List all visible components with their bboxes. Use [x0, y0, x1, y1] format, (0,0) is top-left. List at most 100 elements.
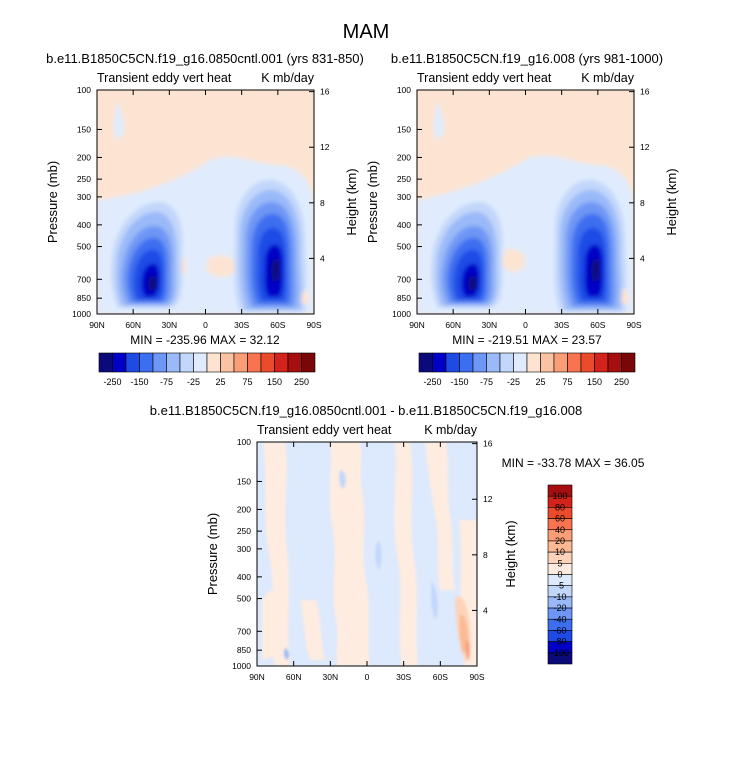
- y-tick-label: 1000: [232, 661, 251, 671]
- colorbar-label: -20: [553, 603, 566, 613]
- y-tick-label-right: 8: [320, 198, 325, 208]
- min-max-stats: MIN = -33.78 MAX = 36.05: [502, 456, 645, 470]
- y-tick-label: 150: [237, 476, 251, 486]
- y-tick-label-right: 4: [320, 253, 325, 263]
- colorbar-label: -25: [507, 377, 520, 387]
- y-axis-label-right: Height (km): [664, 168, 679, 235]
- min-max-stats: MIN = -219.51 MAX = 23.57: [452, 333, 602, 347]
- y-tick-label: 200: [397, 152, 411, 162]
- y-axis-label: Pressure (mb): [45, 161, 60, 243]
- panel-title: b.e11.B1850C5CN.f19_g16.0850cntl.001 - b…: [150, 403, 582, 418]
- colorbar-swatch: [152, 352, 167, 373]
- colorbar-label: 75: [562, 377, 572, 387]
- colorbar-swatch: [499, 352, 514, 373]
- colorbar-swatch: [526, 352, 541, 373]
- panel-title: b.e11.B1850C5CN.f19_g16.008 (yrs 981-100…: [391, 51, 663, 66]
- y-tick-label-right: 8: [483, 550, 488, 560]
- colorbar-swatch: [247, 352, 262, 373]
- x-tick-label: 60S: [590, 320, 605, 330]
- colorbar-swatch: [301, 352, 316, 373]
- x-tick-label: 60N: [125, 320, 141, 330]
- x-tick-label: 90S: [469, 672, 484, 682]
- y-tick-label: 850: [237, 645, 251, 655]
- colorbar-swatch: [125, 352, 140, 373]
- colorbar: -250 -150 -75 -25 25 75 150 250: [418, 352, 636, 387]
- min-max-stats: MIN = -235.96 MAX = 32.12: [130, 333, 280, 347]
- y-tick-label: 850: [77, 293, 91, 303]
- colorbar-label: -75: [160, 377, 173, 387]
- y-tick-label: 500: [237, 594, 251, 604]
- colorbar-label: 25: [215, 377, 225, 387]
- colorbar-swatch: [553, 352, 568, 373]
- y-tick-label-right: 12: [320, 142, 330, 152]
- y-tick-label: 250: [77, 174, 91, 184]
- colorbar-label: -100: [551, 648, 569, 658]
- y-tick-label: 150: [77, 124, 91, 134]
- x-tick-label: 30N: [482, 320, 498, 330]
- y-tick-label: 200: [237, 504, 251, 514]
- colorbar-label: 25: [535, 377, 545, 387]
- colorbar-label: -250: [103, 377, 121, 387]
- colorbar-label: -5: [556, 581, 564, 591]
- colorbar-label: 250: [294, 377, 309, 387]
- colorbar-label: 10: [555, 547, 565, 557]
- colorbar-label: 40: [555, 525, 565, 535]
- colorbar-label: 150: [267, 377, 282, 387]
- colorbar-swatch: [472, 352, 487, 373]
- colorbar-swatch: [287, 352, 302, 373]
- colorbar-swatch: [206, 352, 221, 373]
- x-tick-label: 30N: [162, 320, 178, 330]
- colorbar-label: 250: [614, 377, 629, 387]
- colorbar-label: -10: [553, 592, 566, 602]
- y-tick-label-right: 16: [320, 87, 330, 97]
- y-tick-label: 400: [237, 572, 251, 582]
- x-tick-label: 0: [365, 672, 370, 682]
- x-tick-label: 90S: [306, 320, 321, 330]
- colorbar-label: -75: [480, 377, 493, 387]
- x-tick-label: 30S: [396, 672, 411, 682]
- colorbar-label: 5: [557, 558, 562, 568]
- y-tick-label-right: 16: [483, 439, 493, 449]
- panel-control: b.e11.B1850C5CN.f19_g16.0850cntl.001 (yr…: [45, 51, 364, 387]
- y-tick-label: 500: [77, 242, 91, 252]
- panel-left-label: Transient eddy vert heat: [257, 423, 392, 437]
- colorbar-swatch: [98, 352, 113, 373]
- colorbar-swatch: [418, 352, 433, 373]
- colorbar-label: -80: [553, 637, 566, 647]
- contour-field: [97, 90, 314, 314]
- colorbar-swatch: [486, 352, 501, 373]
- colorbar-label: 75: [242, 377, 252, 387]
- y-axis-label: Pressure (mb): [205, 513, 220, 595]
- colorbar-label: -60: [553, 625, 566, 635]
- panel-left-label: Transient eddy vert heat: [417, 71, 552, 85]
- figure-title: MAM: [343, 21, 390, 43]
- colorbar-swatch: [432, 352, 447, 373]
- panel-difference: b.e11.B1850C5CN.f19_g16.0850cntl.001 - b…: [150, 403, 645, 682]
- y-tick-label: 100: [397, 85, 411, 95]
- x-tick-label: 60N: [445, 320, 461, 330]
- colorbar-label: -40: [553, 614, 566, 624]
- y-tick-label: 700: [237, 626, 251, 636]
- y-tick-label: 100: [237, 437, 251, 447]
- x-tick-label: 0: [203, 320, 208, 330]
- y-tick-label: 250: [237, 526, 251, 536]
- y-tick-label: 100: [77, 85, 91, 95]
- colorbar-swatch: [445, 352, 460, 373]
- x-tick-label: 0: [523, 320, 528, 330]
- y-tick-label: 700: [77, 274, 91, 284]
- colorbar-swatch: [260, 352, 275, 373]
- x-tick-label: 30N: [323, 672, 339, 682]
- y-tick-label: 700: [397, 274, 411, 284]
- colorbar-label: 150: [587, 377, 602, 387]
- y-tick-label: 300: [237, 544, 251, 554]
- y-tick-label-right: 4: [483, 605, 488, 615]
- y-axis-label-right: Height (km): [503, 520, 518, 587]
- y-tick-label-right: 12: [483, 494, 493, 504]
- colorbar-swatch: [274, 352, 289, 373]
- colorbar-label: 100: [552, 491, 567, 501]
- colorbar: -250 -150 -75 -25 25 75 150 250: [98, 352, 316, 387]
- y-tick-label: 850: [397, 293, 411, 303]
- colorbar-label: -250: [423, 377, 441, 387]
